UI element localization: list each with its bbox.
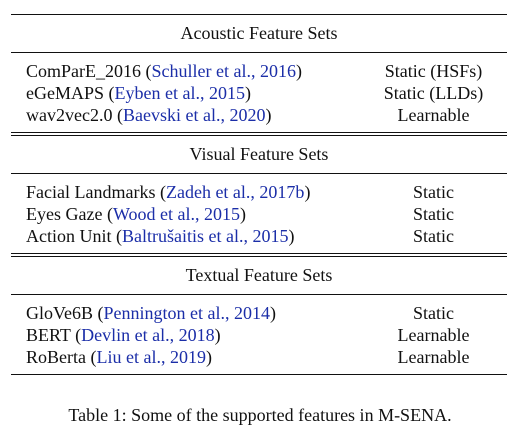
feature-name-cell: wav2vec2.0 (Baevski et al., 2020) <box>26 105 272 125</box>
feature-type: Static <box>413 182 454 202</box>
table-row: GloVe6B (Pennington et al., 2014) Static <box>11 302 507 324</box>
feature-name: Action Unit <box>26 226 112 246</box>
feature-name: BERT <box>26 325 71 345</box>
citation-link[interactable]: Wood et al., 2015 <box>112 204 240 224</box>
top-rule <box>11 14 507 15</box>
feature-table: Acoustic Feature Sets ComParE_2016 (Schu… <box>11 14 507 375</box>
table-row: wav2vec2.0 (Baevski et al., 2020) Learna… <box>11 104 507 126</box>
section-title-acoustic: Acoustic Feature Sets <box>180 23 338 43</box>
table-row: Action Unit (Baltrušaitis et al., 2015) … <box>11 225 507 247</box>
table-row: RoBerta (Liu et al., 2019) Learnable <box>11 346 507 368</box>
feature-name-cell: BERT (Devlin et al., 2018) <box>26 325 221 345</box>
feature-type: Learnable <box>397 347 470 367</box>
section-rule <box>11 52 507 53</box>
citation-link[interactable]: Pennington et al., 2014 <box>103 303 270 323</box>
feature-name-cell: Facial Landmarks (Zadeh et al., 2017b) <box>26 182 311 202</box>
table-row: Eyes Gaze (Wood et al., 2015) Static <box>11 203 507 225</box>
feature-name: RoBerta <box>26 347 86 367</box>
citation-link[interactable]: Eyben et al., 2015 <box>114 83 245 103</box>
citation-link[interactable]: Schuller et al., 2016 <box>151 61 296 81</box>
feature-name-cell: Eyes Gaze (Wood et al., 2015) <box>26 204 246 224</box>
feature-type: Learnable <box>397 105 470 125</box>
citation-link[interactable]: Zadeh et al., 2017b <box>165 182 305 202</box>
citation-link[interactable]: Liu et al., 2019 <box>96 347 206 367</box>
section-title-textual: Textual Feature Sets <box>185 265 333 285</box>
table-row: eGeMAPS (Eyben et al., 2015) Static (LLD… <box>11 82 507 104</box>
feature-name: Facial Landmarks <box>26 182 156 202</box>
feature-name: eGeMAPS <box>26 83 105 103</box>
feature-name-cell: ComParE_2016 (Schuller et al., 2016) <box>26 61 302 81</box>
feature-type: Static <box>413 303 454 323</box>
table-row: ComParE_2016 (Schuller et al., 2016) Sta… <box>11 60 507 82</box>
feature-name-cell: Action Unit (Baltrušaitis et al., 2015) <box>26 226 295 246</box>
section-rows-acoustic: ComParE_2016 (Schuller et al., 2016) Sta… <box>11 53 507 132</box>
feature-type: Static (HSFs) <box>384 61 483 81</box>
citation-link[interactable]: Devlin et al., 2018 <box>81 325 215 345</box>
feature-name: ComParE_2016 <box>26 61 141 81</box>
feature-name-cell: RoBerta (Liu et al., 2019) <box>26 347 212 367</box>
table-row: BERT (Devlin et al., 2018) Learnable <box>11 324 507 346</box>
feature-name: wav2vec2.0 <box>26 105 113 125</box>
bottom-rule <box>11 374 507 375</box>
feature-type: Static <box>413 204 454 224</box>
section-rows-visual: Facial Landmarks (Zadeh et al., 2017b) S… <box>11 174 507 253</box>
citation-link[interactable]: Baltrušaitis et al., 2015 <box>122 226 289 246</box>
feature-name-cell: GloVe6B (Pennington et al., 2014) <box>26 303 276 323</box>
feature-type: Static <box>413 226 454 246</box>
section-double-rule <box>11 132 507 136</box>
section-rule <box>11 173 507 174</box>
section-rule <box>11 294 507 295</box>
feature-name-cell: eGeMAPS (Eyben et al., 2015) <box>26 83 251 103</box>
feature-name: Eyes Gaze <box>26 204 103 224</box>
section-double-rule <box>11 253 507 257</box>
section-rows-textual: GloVe6B (Pennington et al., 2014) Static… <box>11 295 507 374</box>
section-title-visual: Visual Feature Sets <box>189 144 329 164</box>
table-row: Facial Landmarks (Zadeh et al., 2017b) S… <box>11 181 507 203</box>
feature-type: Learnable <box>397 325 470 345</box>
feature-type: Static (LLDs) <box>383 83 484 103</box>
feature-name: GloVe6B <box>26 303 93 323</box>
table-caption: Table 1: Some of the supported features … <box>68 405 452 425</box>
citation-link[interactable]: Baevski et al., 2020 <box>122 105 266 125</box>
